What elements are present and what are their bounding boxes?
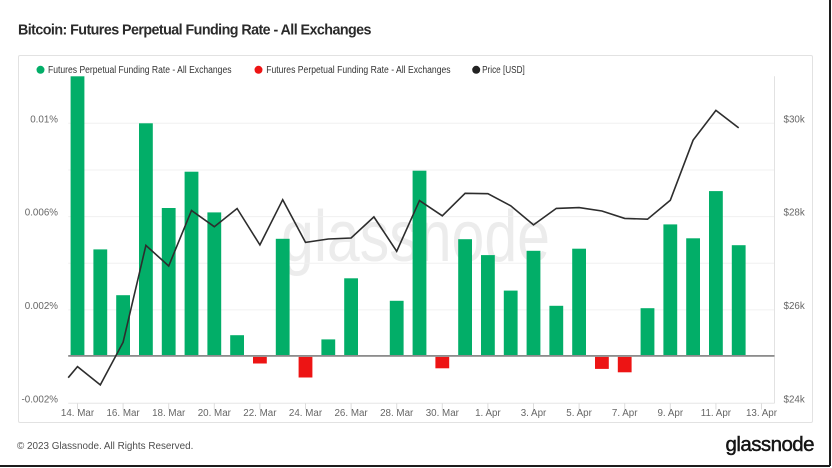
svg-text:Price [USD]: Price [USD] xyxy=(482,65,525,76)
svg-text:14. Mar: 14. Mar xyxy=(61,408,95,419)
svg-text:0.01%: 0.01% xyxy=(30,114,58,125)
svg-text:5. Apr: 5. Apr xyxy=(566,408,592,419)
svg-text:16. Mar: 16. Mar xyxy=(106,408,140,419)
svg-text:18. Mar: 18. Mar xyxy=(152,408,186,419)
svg-text:20. Mar: 20. Mar xyxy=(198,408,232,419)
svg-text:Bitcoin: Futures Perpetual Fun: Bitcoin: Futures Perpetual Funding Rate … xyxy=(18,22,372,38)
svg-text:30. Mar: 30. Mar xyxy=(426,408,460,419)
svg-text:$26k: $26k xyxy=(784,301,805,312)
svg-text:$24k: $24k xyxy=(784,394,805,405)
svg-text:22. Mar: 22. Mar xyxy=(243,408,277,419)
svg-text:Futures Perpetual Funding Rate: Futures Perpetual Funding Rate - All Exc… xyxy=(266,65,450,76)
svg-text:28. Mar: 28. Mar xyxy=(380,408,414,419)
svg-text:0.002%: 0.002% xyxy=(25,301,59,312)
svg-text:$30k: $30k xyxy=(784,114,805,125)
svg-text:Futures Perpetual Funding Rate: Futures Perpetual Funding Rate - All Exc… xyxy=(48,65,232,76)
svg-text:1. Apr: 1. Apr xyxy=(475,408,501,419)
svg-text:26. Mar: 26. Mar xyxy=(334,408,368,419)
svg-text:13. Apr: 13. Apr xyxy=(746,408,778,419)
svg-text:-0.002%: -0.002% xyxy=(22,394,59,405)
svg-text:$28k: $28k xyxy=(784,208,805,219)
svg-text:9. Apr: 9. Apr xyxy=(657,408,683,419)
svg-text:3. Apr: 3. Apr xyxy=(521,408,547,419)
svg-text:11. Apr: 11. Apr xyxy=(701,408,732,419)
svg-text:7. Apr: 7. Apr xyxy=(612,408,638,419)
svg-text:24. Mar: 24. Mar xyxy=(289,408,323,419)
svg-text:0.006%: 0.006% xyxy=(25,208,59,219)
